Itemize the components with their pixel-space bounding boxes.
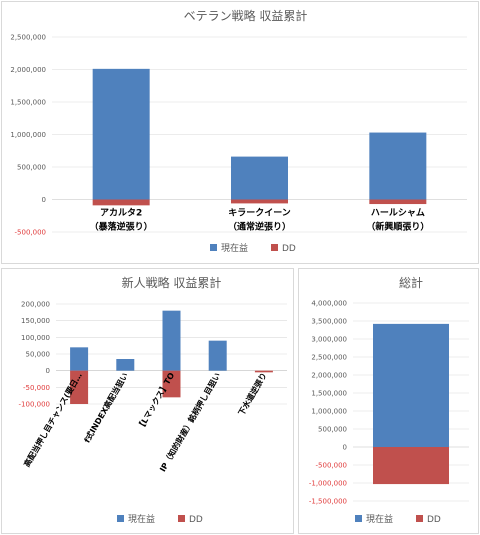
y-tick-label: -1,000,000: [309, 480, 347, 488]
y-tick-label: 4,000,000: [311, 300, 347, 308]
bar-profit: [92, 68, 150, 200]
y-tick-label: -500,000: [316, 462, 347, 470]
y-tick-label: 0: [42, 196, 46, 204]
category-label: 下水道逆張り: [236, 371, 269, 418]
chart-title: 新人戦略 収益累計: [122, 275, 222, 290]
chart-title: ベテラン戦略 収益累計: [184, 8, 308, 23]
bar-dd: [92, 199, 150, 206]
legend-swatch-profit: [355, 515, 362, 522]
legend-label-dd: DD: [427, 515, 441, 525]
category-label: ハールシャム: [371, 208, 425, 219]
chart-title: 総計: [399, 275, 423, 290]
category-label: 【Lマックス】TO: [135, 371, 176, 433]
category-label: f式INDEX高配当狙い: [82, 371, 130, 445]
y-tick-label: -50,000: [23, 384, 50, 392]
newcomer-chart-panel: 新人戦略 収益累計 -100,000 -50,000 0 50,000 100,000 15…: [1, 268, 294, 534]
veteran-chart: ベテラン戦略 収益累計 -500,000 0 500,000 1,000,000 1,50…: [10, 8, 467, 254]
legend-label-dd: DD: [282, 244, 296, 254]
legend-label-profit: 現在益: [128, 513, 155, 525]
total-chart: 総計 -1,500,000 -1,000,000 -500,000 0 500,000 1,…: [309, 275, 469, 525]
y-tick-label: 1,500,000: [311, 390, 347, 398]
veteran-chart-panel: ベテラン戦略 収益累計 -500,000 0 500,000 1,000,000 1,50…: [1, 1, 479, 264]
bar-profit: [116, 359, 135, 371]
y-tick-label: -500,000: [15, 229, 46, 237]
y-tick-label: 0: [46, 367, 50, 375]
y-tick-label: 1,000,000: [311, 408, 347, 416]
legend-swatch-dd: [271, 244, 278, 251]
legend-swatch-dd: [178, 515, 185, 522]
legend-label-profit: 現在益: [221, 242, 248, 254]
bar-profit: [162, 310, 181, 371]
bar-profit: [70, 347, 89, 371]
y-tick-label: 2,500,000: [10, 34, 46, 42]
y-tick-label: 500,000: [17, 164, 46, 172]
y-tick-label: 3,000,000: [311, 336, 347, 344]
y-tick-label: 200,000: [21, 301, 50, 309]
y-tick-label: 2,000,000: [10, 66, 46, 74]
category-label: （暴落逆張り）: [90, 221, 153, 233]
legend-swatch-profit: [117, 515, 124, 522]
legend-swatch-dd: [416, 515, 423, 522]
legend-swatch-profit: [210, 244, 217, 251]
y-tick-label: 0: [343, 444, 347, 452]
y-tick-label: 3,500,000: [311, 318, 347, 326]
category-label: （新興順張り）: [366, 221, 429, 233]
y-tick-label: -100,000: [19, 401, 50, 409]
legend-label-profit: 現在益: [366, 513, 393, 525]
bar-profit: [369, 132, 427, 200]
legend-label-dd: DD: [189, 515, 203, 525]
category-label: （通常逆張り）: [228, 221, 291, 233]
y-tick-label: 2,500,000: [311, 354, 347, 362]
bar-dd: [254, 370, 273, 373]
bar-profit: [208, 340, 227, 371]
total-chart-panel: 総計 -1,500,000 -1,000,000 -500,000 0 500,000 1,…: [298, 268, 479, 534]
y-tick-label: -1,500,000: [309, 498, 347, 506]
y-tick-label: 50,000: [26, 351, 51, 359]
bar-dd: [231, 199, 288, 204]
bar-profit: [373, 323, 449, 447]
y-tick-label: 500,000: [318, 426, 347, 434]
bar-dd: [373, 447, 449, 485]
y-tick-label: 100,000: [21, 334, 50, 342]
category-label: アカルタ2: [100, 207, 142, 219]
category-label: キラークイーン: [228, 208, 291, 219]
bar-dd: [369, 199, 427, 205]
bar-dd: [162, 370, 181, 398]
bar-profit: [231, 156, 288, 200]
y-tick-label: 2,000,000: [311, 372, 347, 380]
y-tick-label: 1,500,000: [10, 99, 46, 107]
y-tick-label: 150,000: [21, 317, 50, 325]
bar-dd: [70, 370, 89, 404]
newcomer-chart: 新人戦略 収益累計 -100,000 -50,000 0 50,000 100,000 15…: [19, 275, 287, 525]
y-tick-label: 1,000,000: [10, 131, 46, 139]
